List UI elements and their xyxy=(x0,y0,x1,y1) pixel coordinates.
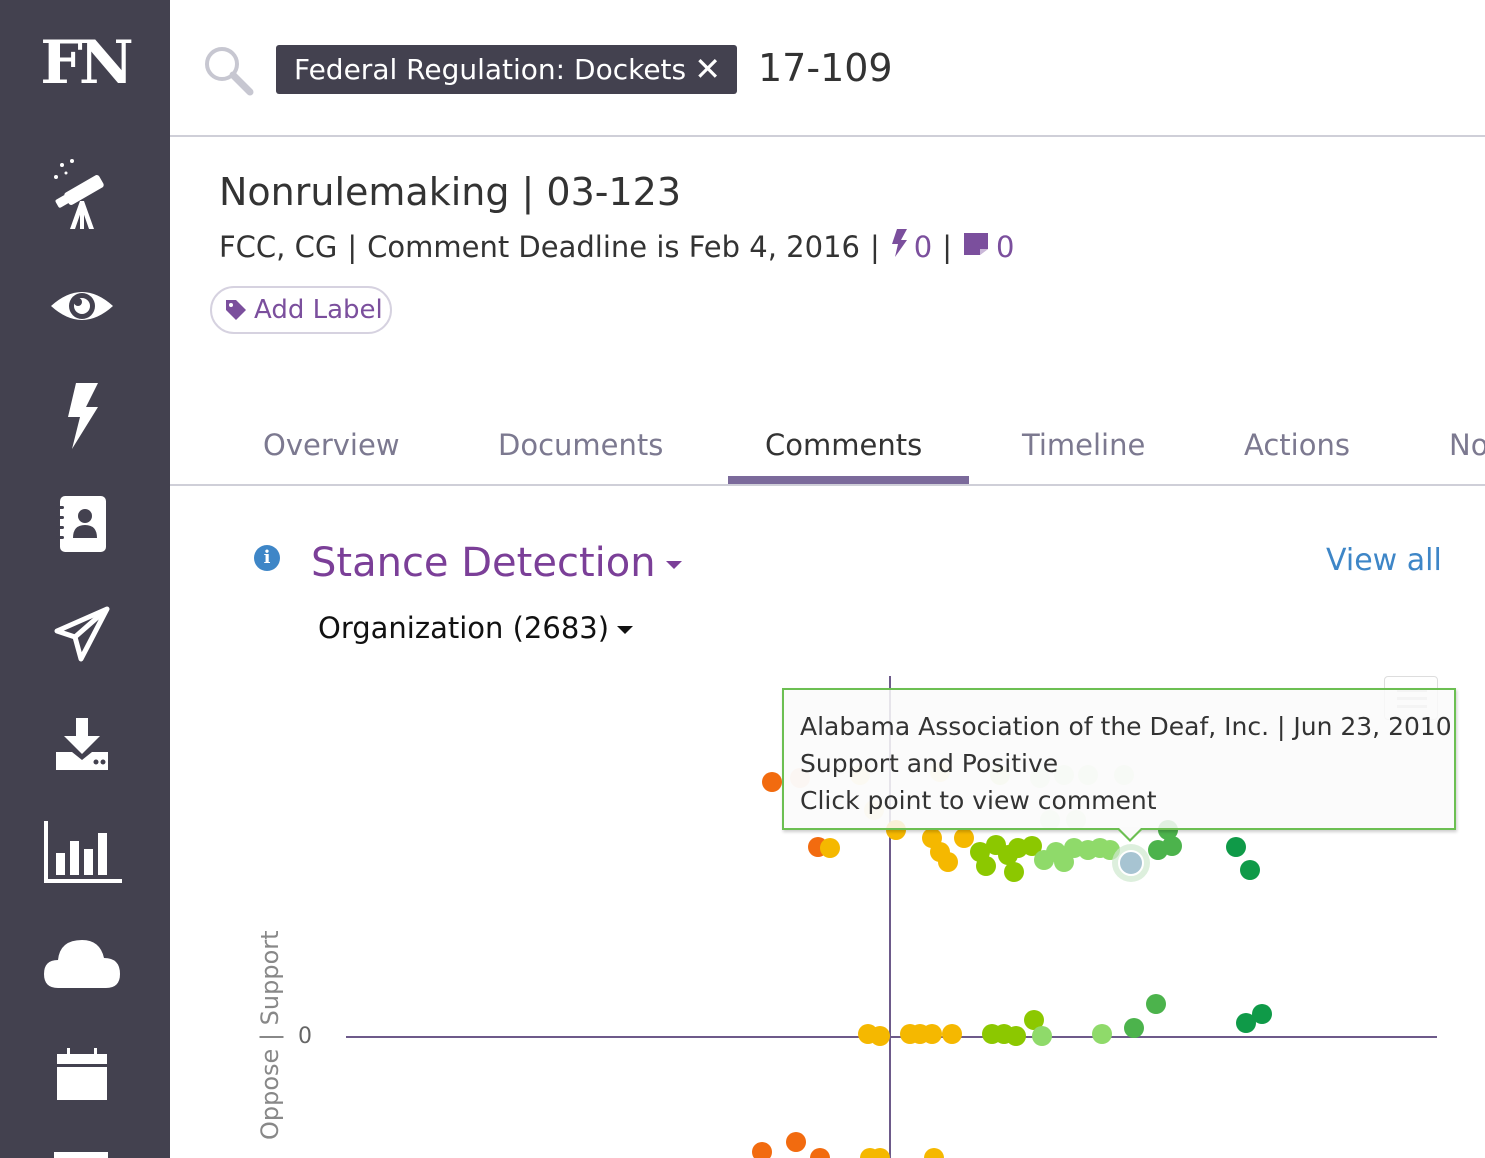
tab-next-partial[interactable]: No xyxy=(1449,428,1485,462)
lightning-icon[interactable] xyxy=(40,376,124,456)
contact-book-icon[interactable] xyxy=(40,484,124,564)
tab-timeline[interactable]: Timeline xyxy=(1022,428,1146,462)
tab-overview[interactable]: Overview xyxy=(263,428,400,462)
data-point[interactable] xyxy=(976,856,996,876)
add-label-text: Add Label xyxy=(254,295,383,325)
agencies: FCC, CG xyxy=(219,229,338,264)
separator: | xyxy=(347,229,358,264)
page-title: Nonrulemaking | 03-123 xyxy=(219,170,682,214)
data-point[interactable] xyxy=(1118,850,1144,876)
search-input[interactable]: 17-109 xyxy=(758,46,893,90)
chevron-down-icon xyxy=(665,561,682,569)
download-icon[interactable] xyxy=(40,704,124,784)
data-point[interactable] xyxy=(1024,1010,1044,1030)
divider xyxy=(170,484,1485,486)
y-axis-label: Oppose | Support xyxy=(256,930,284,1140)
chip-category: Federal Regulation: xyxy=(294,53,566,86)
more-nav-icon[interactable] xyxy=(54,1152,108,1158)
tooltip-title: Alabama Association of the Deaf, Inc. | … xyxy=(800,712,1452,741)
alerts-count[interactable]: 0 xyxy=(913,229,933,264)
separator: | xyxy=(869,229,880,264)
group-select-value: Organization (2683) xyxy=(318,611,610,645)
data-point[interactable] xyxy=(1162,836,1182,856)
page-subtitle: FCC, CG | Comment Deadline is Feb 4, 201… xyxy=(219,228,1014,265)
data-point[interactable] xyxy=(1240,860,1260,880)
data-point[interactable] xyxy=(1252,1004,1272,1024)
data-point[interactable] xyxy=(924,1148,944,1158)
y-tick-label: 0 xyxy=(298,1024,312,1049)
paper-plane-icon[interactable] xyxy=(40,594,124,674)
separator: | xyxy=(942,229,952,264)
data-point[interactable] xyxy=(1032,1026,1052,1046)
data-point[interactable] xyxy=(786,1132,806,1152)
data-point[interactable] xyxy=(938,852,958,872)
comment-deadline: Comment Deadline is Feb 4, 2016 xyxy=(367,229,860,264)
add-label-button[interactable]: Add Label xyxy=(210,286,392,334)
data-point[interactable] xyxy=(1006,1026,1026,1046)
data-point[interactable] xyxy=(810,1148,830,1158)
view-all-link[interactable]: View all xyxy=(1326,543,1442,578)
search-icon[interactable] xyxy=(202,44,254,96)
data-point[interactable] xyxy=(1022,836,1042,856)
chip-value: Dockets xyxy=(565,53,687,86)
data-point[interactable] xyxy=(762,772,782,792)
group-select-dropdown[interactable]: Organization (2683) xyxy=(318,611,634,645)
bar-chart-icon[interactable] xyxy=(40,812,124,892)
data-point[interactable] xyxy=(1226,837,1246,857)
eye-icon[interactable] xyxy=(40,266,124,346)
divider xyxy=(170,135,1485,137)
tag-icon xyxy=(226,300,246,320)
data-point[interactable] xyxy=(922,1024,942,1044)
data-point[interactable] xyxy=(870,1026,890,1046)
data-point[interactable] xyxy=(942,1024,962,1044)
tooltip-hint: Click point to view comment xyxy=(800,786,1157,815)
info-icon[interactable]: i xyxy=(254,545,280,571)
data-point[interactable] xyxy=(1092,1024,1112,1044)
active-tab-indicator xyxy=(728,476,969,484)
calendar-icon[interactable] xyxy=(40,1034,124,1114)
tooltip-arrow-inner xyxy=(1118,827,1142,839)
data-point[interactable] xyxy=(1004,862,1024,882)
data-point[interactable] xyxy=(1054,852,1074,872)
data-point[interactable] xyxy=(1146,994,1166,1014)
tab-comments[interactable]: Comments xyxy=(765,428,923,462)
note-icon xyxy=(962,230,990,264)
notes-count[interactable]: 0 xyxy=(996,229,1015,264)
search-filter-chip[interactable]: Federal Regulation: Dockets ✕ xyxy=(276,45,737,94)
data-point[interactable] xyxy=(820,838,840,858)
lightning-icon xyxy=(890,228,908,265)
section-title: Stance Detection xyxy=(311,540,656,586)
tab-actions[interactable]: Actions xyxy=(1244,428,1350,462)
data-point[interactable] xyxy=(752,1142,772,1158)
chevron-down-icon xyxy=(617,626,634,634)
data-point[interactable] xyxy=(954,828,974,848)
chart-tooltip: Alabama Association of the Deaf, Inc. | … xyxy=(782,688,1456,830)
tab-documents[interactable]: Documents xyxy=(498,428,664,462)
data-point[interactable] xyxy=(870,1148,890,1158)
cloud-icon[interactable] xyxy=(40,922,124,1002)
telescope-icon[interactable] xyxy=(40,155,124,235)
tooltip-stance: Support and Positive xyxy=(800,749,1059,778)
app-logo[interactable]: FN xyxy=(40,28,133,98)
data-point[interactable] xyxy=(1124,1018,1144,1038)
close-icon[interactable]: ✕ xyxy=(694,50,721,88)
data-point[interactable] xyxy=(1236,1013,1256,1033)
stance-detection-dropdown[interactable]: Stance Detection xyxy=(311,540,682,586)
sidebar: FN xyxy=(0,0,170,1158)
